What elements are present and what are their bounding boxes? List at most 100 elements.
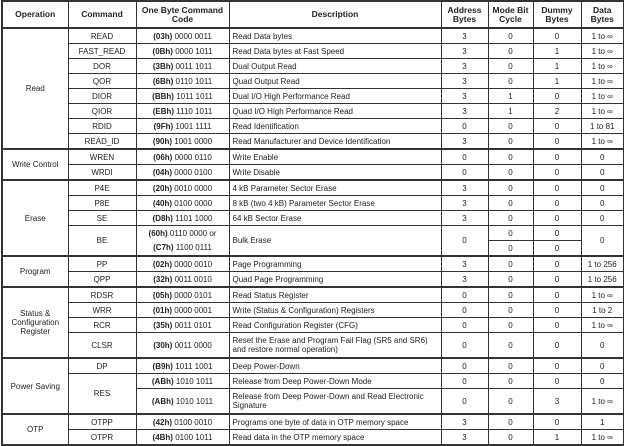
- table-row: P8E (40h) 0100 0000 8 kB (two 4 kB) Parame…: [2, 195, 624, 211]
- table-row: RDID (9Fh) 1001 1111 Read Identification 0 0…: [2, 118, 624, 134]
- header-data-bytes: Data Bytes: [580, 0, 624, 29]
- code-hex: (60h): [148, 228, 168, 238]
- address-bytes-cell: 3: [440, 210, 489, 226]
- code-hex: (04h): [152, 167, 173, 177]
- code-binary: 1101 1000: [175, 213, 213, 223]
- dummy-bytes-cell: 1: [532, 43, 582, 59]
- command-code-cell: (40h) 0100 0000: [135, 195, 230, 211]
- description-cell: 64 kB Sector Erase: [228, 210, 442, 226]
- command-cell: CLSR: [67, 332, 137, 359]
- table-row: RCR (35h) 0011 0101 Read Configuration Reg…: [2, 317, 624, 333]
- table-row: DIOR (BBh) 1011 1011 Dual I/O High Perform…: [2, 88, 624, 104]
- command-cell: OTPR: [67, 429, 137, 446]
- command-cell: WRR: [67, 302, 137, 318]
- code-binary: 0000 0100: [174, 167, 213, 177]
- operation-cell: Write Control: [1, 148, 69, 181]
- data-bytes-cell: 1 to ∞: [580, 88, 624, 104]
- code-binary: 0000 0001: [174, 305, 213, 315]
- description-cell: Read Identification: [228, 118, 442, 134]
- description-cell: Read Status Register: [228, 286, 442, 303]
- mode-bit-cycle-cell: 0: [487, 302, 534, 318]
- address-bytes-cell: 0: [440, 373, 489, 389]
- data-bytes-cell: 1 to ∞: [580, 103, 624, 119]
- mode-bit-cycle-cell: 0: [487, 210, 534, 226]
- dummy-bytes-cell: 0: [532, 317, 582, 333]
- code-hex: (6Bh): [152, 76, 174, 86]
- data-bytes-cell: 1 to 256: [580, 271, 624, 288]
- mode-bit-cycle-cell: 0: [487, 118, 534, 134]
- code-binary: 0011 0000: [174, 340, 212, 350]
- description-cell: Write Disable: [228, 164, 442, 181]
- code-hex: (40h): [152, 198, 173, 208]
- address-bytes-cell: 3: [440, 429, 489, 446]
- description-cell: Dual Output Read: [228, 58, 442, 74]
- command-code-cell: (04h) 0000 0100: [135, 164, 230, 181]
- dummy-bytes-cell: 0: [532, 195, 582, 211]
- table-row: Read READ (03h) 0000 0011 Read Data bytes 3 0…: [1, 27, 624, 150]
- command-code-cell: (30h) 0011 0000: [135, 332, 230, 359]
- command-cell: DOR: [67, 58, 137, 74]
- address-bytes-cell: 0: [440, 317, 489, 333]
- code-binary: 1011 1001: [175, 361, 213, 371]
- operation-cell: Read: [1, 27, 69, 150]
- table-row: QOR (6Bh) 0110 1011 Quad Output Read 3 0 1 1 t…: [2, 73, 624, 89]
- code-hex: (C7h): [153, 242, 174, 252]
- data-bytes-cell: 0: [580, 148, 624, 165]
- address-bytes-cell: 0: [440, 302, 489, 318]
- code-binary: 0000 0010: [174, 259, 213, 269]
- address-bytes-cell: 0: [440, 225, 489, 257]
- data-bytes-cell: 1 to 81: [580, 118, 624, 134]
- description-cell: Page Programming: [228, 255, 442, 272]
- code-hex: (20h): [152, 183, 173, 193]
- description-cell: Quad Output Read: [228, 73, 442, 89]
- table-body: Read READ (03h) 0000 0011 Read Data bytes 3 0…: [1, 27, 624, 446]
- table-row: WRDI (04h) 0000 0100 Write Disable 0 0 0 0: [2, 164, 624, 181]
- data-bytes-cell: 0: [580, 195, 624, 211]
- command-code-cell: (32h) 0011 0010: [135, 271, 230, 288]
- header-dummy-bytes: Dummy Bytes: [532, 0, 582, 29]
- command-cell: DIOR: [67, 88, 137, 104]
- header-description: Description: [228, 0, 442, 29]
- description-cell: 8 kB (two 4 kB) Parameter Sector Erase: [228, 195, 442, 211]
- mode-bit-cycle-cell: 0: [487, 271, 534, 288]
- command-cell: DP: [67, 357, 137, 374]
- address-bytes-cell: 3: [440, 413, 489, 430]
- code-binary: 1011 1011: [176, 91, 213, 101]
- address-bytes-cell: 0: [440, 388, 489, 415]
- table-row: SE (D8h) 1101 1000 64 kB Sector Erase 3 0 0 0: [2, 210, 624, 226]
- description-cell: Dual I/O High Performance Read: [228, 88, 442, 104]
- dummy-bytes-cell: 0: [532, 133, 582, 150]
- command-code-cell: (ABh) 1010 1011: [135, 373, 230, 389]
- operation-cell: Program: [1, 255, 69, 288]
- command-code-cell: (02h) 0000 0010: [135, 255, 230, 272]
- mode-bit-cycle-cell: 0: [487, 332, 534, 359]
- data-bytes-cell: 0: [580, 210, 624, 226]
- description-cell: Release from Deep Power-Down and Read El…: [228, 388, 442, 415]
- command-cell: P8E: [67, 195, 137, 211]
- address-bytes-cell: 0: [440, 357, 489, 374]
- mode-bit-cycle-cell: 0: [487, 195, 534, 211]
- command-cell: QPP: [67, 271, 137, 288]
- command-cell: SE: [67, 210, 137, 226]
- data-bytes-cell: 1 to ∞: [580, 43, 624, 59]
- code-hex: (30h): [153, 340, 173, 350]
- description-cell: 4 kB Parameter Sector Erase: [228, 179, 442, 196]
- address-bytes-cell: 3: [440, 179, 489, 196]
- data-bytes-cell: 0: [580, 164, 624, 181]
- dummy-bytes-cell: 0: [532, 302, 582, 318]
- command-cell: BE: [67, 225, 137, 257]
- mode-bit-cycle-cell: 0: [487, 179, 534, 196]
- code-hex: (35h): [153, 320, 173, 330]
- table-row: OTPR (4Bh) 0100 1011 Read data in the OTP …: [2, 429, 624, 446]
- code-hex: (90h): [152, 136, 173, 146]
- command-code-cell: (06h) 0000 0110: [135, 148, 230, 165]
- description-cell: Write Enable: [228, 148, 442, 165]
- code-binary: 0000 0011: [174, 31, 212, 41]
- command-cell: RES: [67, 373, 137, 415]
- mode-bit-cycle-cell: 0: [487, 286, 534, 303]
- table-row: DOR (3Bh) 0011 1011 Dual Output Read 3 0 1 1 t…: [2, 58, 624, 74]
- code-hex: (D8h): [152, 213, 173, 223]
- data-bytes-cell: 0: [580, 225, 624, 257]
- address-bytes-cell: 3: [440, 255, 489, 272]
